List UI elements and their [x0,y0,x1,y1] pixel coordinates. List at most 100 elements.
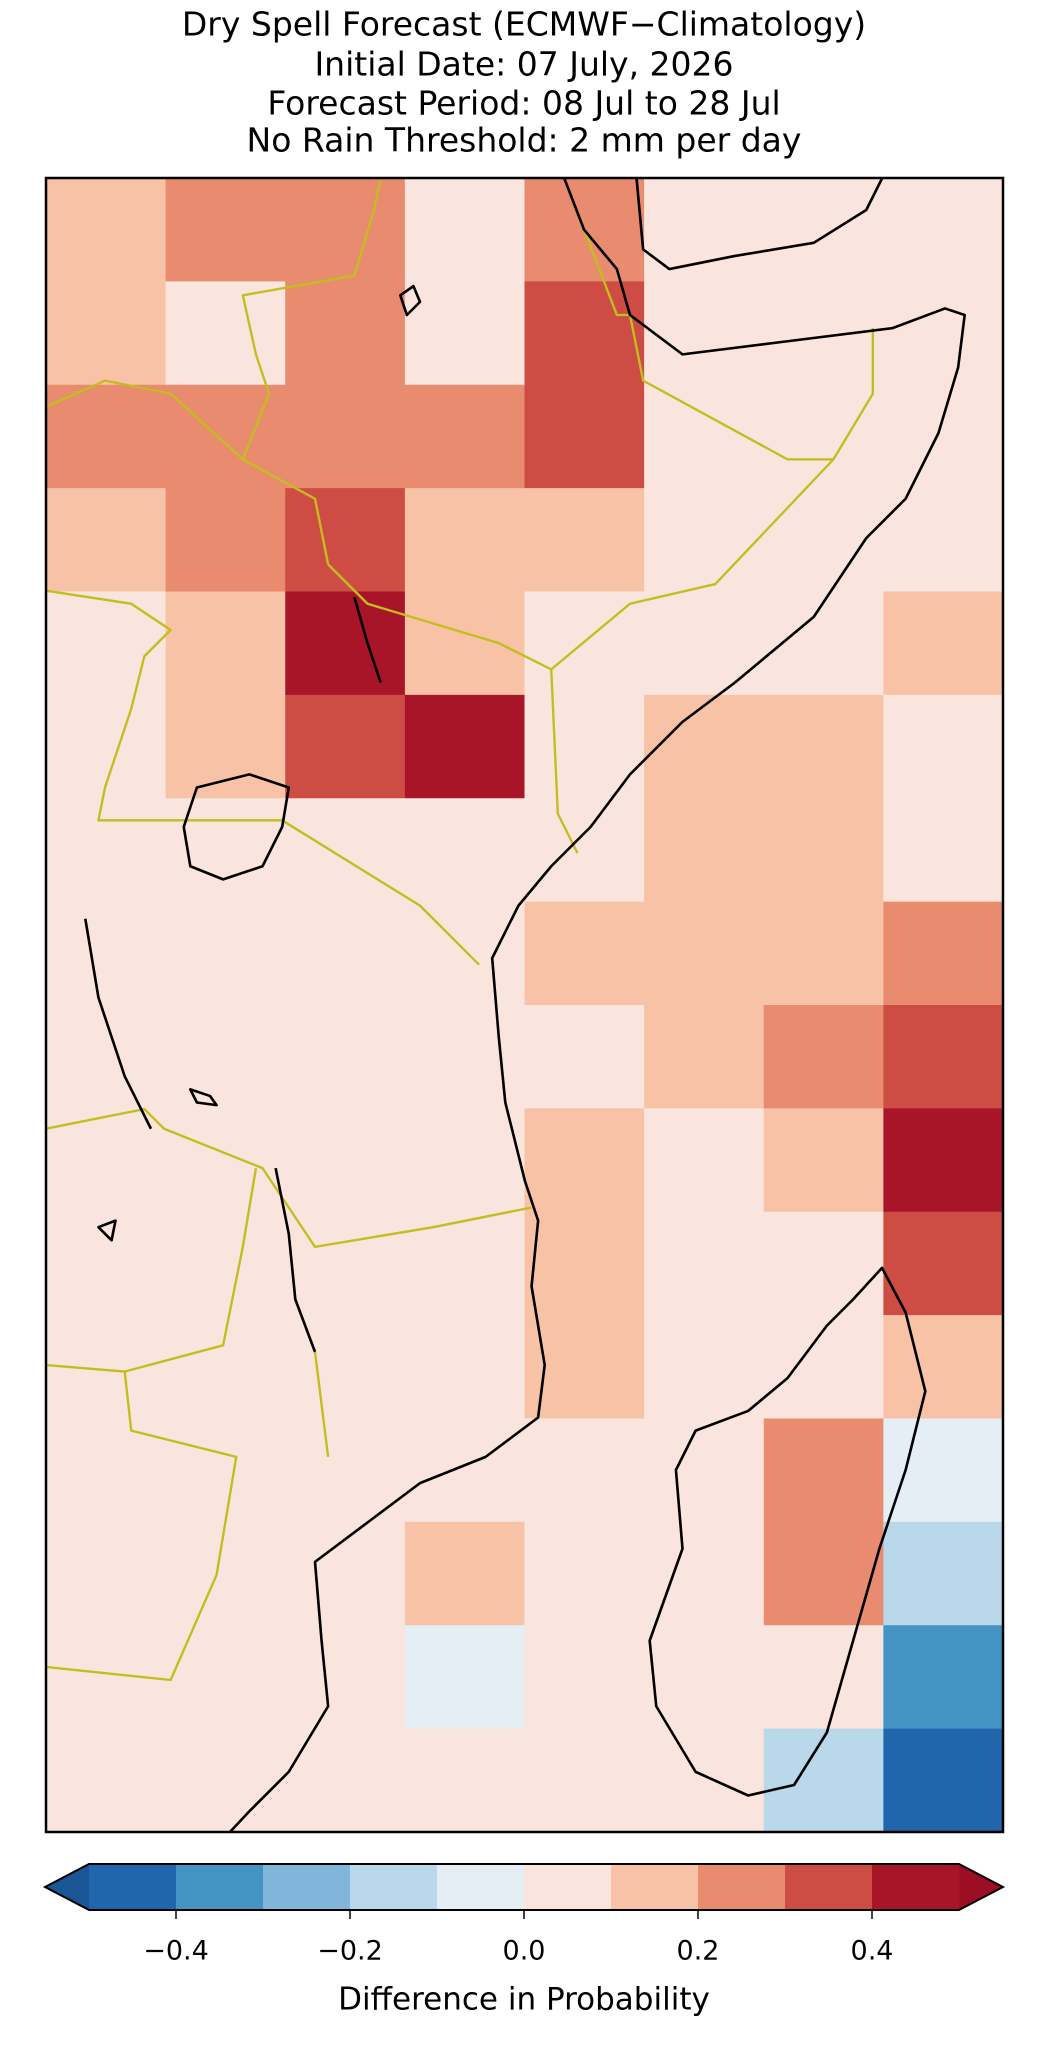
grid-cell [165,488,286,592]
grid-cell [763,1521,884,1626]
grid-cell [763,1728,884,1832]
grid-cell [285,1211,406,1316]
grid-cell [46,178,167,282]
grid-cell [763,178,884,282]
grid-cell [644,798,765,903]
grid-cell [883,1315,1003,1419]
grid-cell [644,1521,765,1626]
grid-cell [883,1728,1003,1832]
colorbar-band [437,1864,525,1910]
grid-cell [524,1418,645,1523]
map-cells [46,178,1003,1832]
title-line: Forecast Period: 08 Jul to 28 Jul [267,84,780,123]
grid-cell [165,1108,286,1213]
grid-cell [285,1728,406,1832]
grid-cell [285,1521,406,1626]
grid-cell [524,694,645,799]
colorbar-band [785,1864,873,1910]
grid-cell [404,1625,525,1730]
grid-cell [524,1315,645,1419]
colorbar-under [45,1864,89,1910]
grid-cell [285,1108,406,1213]
grid-cell [883,798,1003,903]
grid-cell [285,591,406,696]
grid-cell [763,694,884,799]
grid-cell [165,1005,286,1109]
colorbar-band [176,1864,264,1910]
grid-cell [46,281,167,386]
grid-cell [165,591,286,696]
grid-cell [404,798,525,903]
colorbar: −0.4 −0.2 0.0 0.2 0.4 [42,1863,1006,1967]
grid-cell [165,1418,286,1523]
grid-cell [644,901,765,1006]
coastlines [84,178,966,1832]
grid-cell [404,1418,525,1523]
grid-cell [46,1728,167,1832]
title-line: Initial Date: 07 July, 2026 [314,45,733,84]
grid-cell [46,488,167,592]
grid-cell [404,901,525,1006]
grid-cell [165,178,286,282]
grid-cell [285,1625,406,1730]
grid-cell [524,1005,645,1109]
grid-cell [165,281,286,386]
grid-cell [285,488,406,592]
colorbar-band [89,1864,177,1910]
grid-cell [404,1315,525,1419]
grid-cell [644,1625,765,1730]
grid-cell [524,1108,645,1213]
grid-cell [404,281,525,386]
grid-cell [644,1728,765,1832]
grid-cell [46,798,167,903]
grid-cell [404,591,525,696]
grid-cell [644,488,765,592]
grid-cell [524,384,645,489]
colorbar-tick-label: 0.0 [503,1936,546,1967]
grid-cell [883,1108,1003,1213]
colorbar-tick-label: −0.2 [317,1936,383,1967]
grid-cell [644,281,765,386]
grid-cell [524,1211,645,1316]
grid-cell [644,1005,765,1109]
grid-cell [883,901,1003,1006]
grid-cell [404,694,525,799]
grid-cell [165,1211,286,1316]
grid-cell [524,1625,645,1730]
grid-cell [644,1418,765,1523]
grid-cell [404,1108,525,1213]
grid-cell [524,1728,645,1832]
grid-cell [763,798,884,903]
grid-cell [285,281,406,386]
colorbar-over [959,1864,1003,1910]
title-line: Dry Spell Forecast (ECMWF−Climatology) [182,5,866,44]
grid-cell [883,281,1003,386]
grid-cell [46,901,167,1006]
colorbar-band [524,1864,612,1910]
grid-cell [763,1625,884,1730]
colorbar-label: Difference in Probability [338,1982,710,2018]
title-line: No Rain Threshold: 2 mm per day [247,121,802,160]
grid-cell [644,1108,765,1213]
grid-cell [404,1211,525,1316]
colorbar-tick-label: 0.4 [851,1936,894,1967]
grid-cell [644,591,765,696]
grid-cell [883,1211,1003,1316]
grid-cell [165,1728,286,1832]
grid-cell [763,901,884,1006]
grid-cell [763,1418,884,1523]
grid-cell [46,1418,167,1523]
grid-cell [404,488,525,592]
borders [46,178,874,1682]
grid-cell [883,694,1003,799]
grid-cell [883,1005,1003,1109]
grid-cell [644,1315,765,1419]
grid-cell [883,591,1003,696]
grid-cell [524,901,645,1006]
grid-cell [644,1211,765,1316]
colorbar-band [872,1864,960,1910]
grid-cell [883,488,1003,592]
map-frame [44,176,1005,1834]
map-lines [46,178,966,1832]
